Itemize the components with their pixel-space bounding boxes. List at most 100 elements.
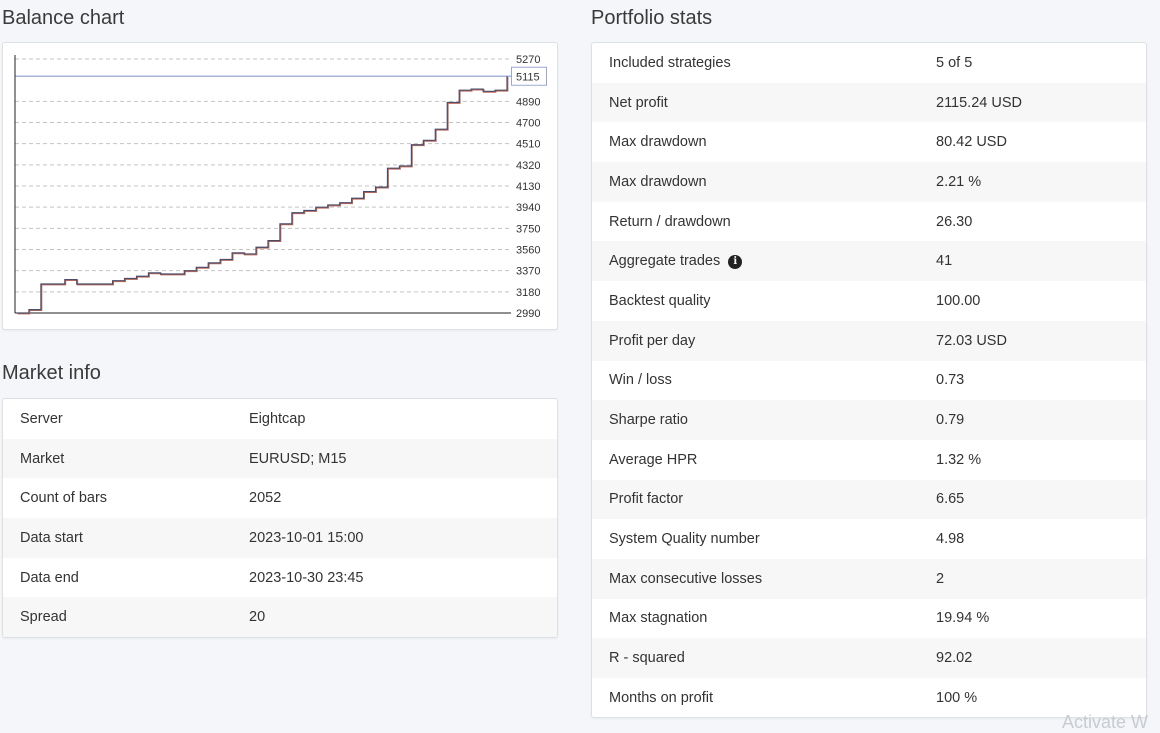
y-tick-label: 4320 (516, 160, 540, 172)
row-label: Sharpe ratio (592, 400, 936, 440)
row-label-text: Profit per day (609, 332, 696, 349)
row-label-text: Average HPR (609, 451, 698, 468)
table-row: Win / loss 0.73 (592, 361, 1146, 401)
row-label: Months on profit (592, 678, 936, 717)
row-label-text: Aggregate trades (609, 253, 721, 270)
row-label: Average HPR (592, 440, 936, 480)
table-row: Max drawdown 2.21 % (592, 162, 1146, 202)
row-value: 100.00 (936, 292, 981, 309)
row-label-text: Data start (20, 529, 83, 546)
table-row: Profit factor 6.65 (592, 479, 1146, 520)
balance-line (17, 76, 508, 314)
row-label: Net profit (592, 82, 936, 123)
balance-chart: 2990 3180 3370 3560 3750 3940 4130 4320 4510 4700… (14, 54, 547, 320)
row-value: 72.03 USD (936, 320, 1146, 361)
activation-watermark: Activate W (1062, 712, 1149, 732)
row-label-text: Max drawdown (609, 173, 707, 190)
table-row: Backtest quality 100.00 (592, 281, 1146, 321)
y-tick-label: 4890 (516, 96, 540, 108)
row-value: Eightcap (249, 410, 306, 427)
row-value: 80.42 USD (936, 134, 1007, 151)
row-label: Max consecutive losses (592, 558, 936, 599)
row-value: 0.73 (936, 372, 965, 389)
row-label: Max drawdown (592, 162, 936, 202)
row-label: Server (3, 399, 249, 439)
row-label-text: R - squared (609, 650, 685, 667)
row-value: 5 of 5 (936, 54, 973, 71)
row-label: Spread (3, 597, 249, 637)
row-value: 6.65 (936, 479, 1146, 520)
info-icon[interactable]: i (728, 255, 743, 270)
y-tick-label: 5115 (516, 71, 540, 83)
row-label: Profit per day (592, 320, 936, 361)
table-row: Months on profit 100 % (592, 678, 1146, 717)
table-row: Profit per day 72.03 USD (592, 320, 1146, 361)
market-info-card: Server Eightcap Market EURUSD; M15 Count of … (2, 398, 558, 638)
y-tick-label: 4700 (516, 118, 540, 130)
table-row: Data start 2023-10-01 15:00 (3, 518, 557, 558)
row-label: Data end (3, 558, 249, 598)
row-label: Included strategies (592, 43, 936, 83)
table-row: System Quality number 4.98 (592, 519, 1146, 559)
row-label: System Quality number (592, 519, 936, 559)
balance-shadow-line (17, 76, 509, 315)
row-label-text: Data end (20, 569, 79, 586)
table-row: Max consecutive losses 2 (592, 558, 1146, 599)
row-value: 19.94 % (936, 610, 990, 627)
row-value: 2023-10-01 15:00 (249, 518, 557, 558)
row-label-text: Spread (20, 609, 67, 626)
y-tick-label: 2990 (516, 308, 540, 320)
table-row: Market EURUSD; M15 (3, 438, 557, 479)
row-label: Return / drawdown (592, 202, 936, 242)
row-value: 2023-10-30 23:45 (249, 569, 364, 586)
row-value: 26.30 (936, 213, 973, 230)
y-tick-label: 5270 (516, 54, 540, 66)
market-info-title: Market info (2, 362, 101, 384)
row-label-text: Sharpe ratio (609, 412, 688, 429)
y-tick-label: 4510 (516, 139, 540, 151)
row-value: 100 % (936, 689, 978, 706)
table-row: R - squared 92.02 (592, 638, 1146, 678)
y-tick-label: 4130 (516, 181, 540, 193)
table-row: Max stagnation 19.94 % (592, 599, 1146, 639)
row-value: 20 (249, 597, 557, 637)
row-label-text: Server (20, 410, 63, 427)
row-value: 4.98 (936, 531, 965, 548)
row-label-text: Count of bars (20, 490, 108, 507)
row-label-text: Included strategies (609, 54, 731, 71)
table-row: Return / drawdown 26.30 (592, 202, 1146, 242)
row-label: Market (3, 438, 249, 479)
row-label: Max stagnation (592, 599, 936, 639)
y-tick-label: 3560 (516, 245, 540, 257)
row-value: 1.32 % (936, 451, 982, 468)
row-label-text: Net profit (609, 94, 668, 111)
table-row: Sharpe ratio 0.79 (592, 400, 1146, 440)
row-label: Profit factor (592, 479, 936, 520)
row-label-text: Max stagnation (609, 610, 708, 627)
row-label: Count of bars (3, 478, 249, 518)
row-label-text: Profit factor (609, 491, 684, 508)
y-tick-label: 3750 (516, 223, 540, 235)
row-label-text: Backtest quality (609, 292, 711, 309)
current-value-box (511, 66, 547, 86)
balance-chart-card: 2990 3180 3370 3560 3750 3940 4130 4320 4510 4700… (2, 42, 558, 330)
row-label-text: System Quality number (609, 531, 760, 548)
y-tick-label: 3180 (516, 287, 540, 299)
y-tick-label: 3940 (516, 202, 540, 214)
table-row: Server Eightcap (3, 399, 557, 439)
table-row: Max drawdown 80.42 USD (592, 122, 1146, 162)
table-row: Included strategies 5 of 5 (592, 43, 1146, 83)
table-row: Net profit 2115.24 USD (592, 82, 1146, 123)
row-label-text: Months on profit (609, 689, 713, 706)
row-label-text: Max drawdown (609, 134, 707, 151)
row-value: 2115.24 USD (936, 82, 1146, 123)
portfolio-stats-card: Included strategies 5 of 5 Net profit 2115.… (591, 42, 1147, 718)
market-info-table: Server Eightcap Market EURUSD; M15 Count of … (3, 399, 557, 637)
row-label-text: Max consecutive losses (609, 570, 763, 587)
row-value: 2.21 % (936, 162, 1146, 202)
row-label-text: Market (20, 450, 65, 467)
row-value: 2052 (249, 490, 282, 507)
row-label: R - squared (592, 638, 936, 678)
row-value: 2 (936, 558, 1146, 599)
balance-chart-title: Balance chart (2, 7, 125, 29)
